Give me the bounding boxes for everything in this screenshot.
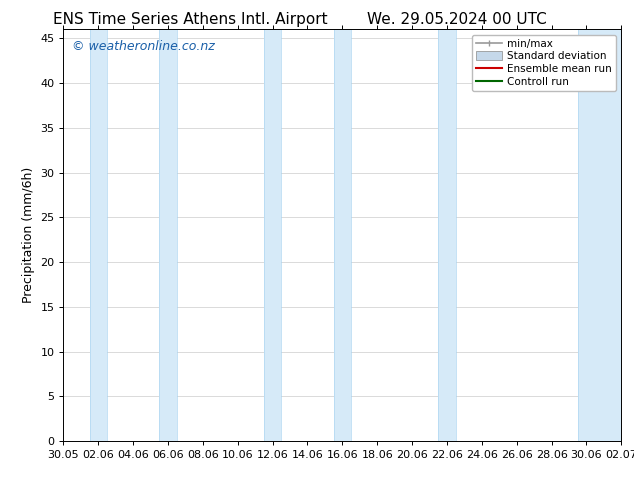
Y-axis label: Precipitation (mm/6h): Precipitation (mm/6h) xyxy=(22,167,35,303)
Text: We. 29.05.2024 00 UTC: We. 29.05.2024 00 UTC xyxy=(366,12,547,27)
Bar xyxy=(333,29,351,441)
Text: © weatheronline.co.nz: © weatheronline.co.nz xyxy=(72,40,214,53)
Bar xyxy=(89,29,107,441)
Bar xyxy=(159,29,177,441)
Text: ENS Time Series Athens Intl. Airport: ENS Time Series Athens Intl. Airport xyxy=(53,12,328,27)
Bar xyxy=(438,29,456,441)
Bar xyxy=(264,29,281,441)
Bar xyxy=(578,29,621,441)
Legend: min/max, Standard deviation, Ensemble mean run, Controll run: min/max, Standard deviation, Ensemble me… xyxy=(472,35,616,91)
